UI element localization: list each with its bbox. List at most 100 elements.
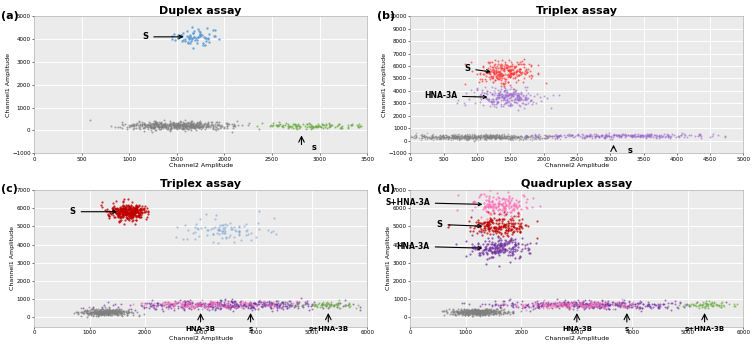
Point [483, 96, 495, 102]
Point [507, 70, 519, 76]
Point [166, 126, 178, 132]
Point [423, 134, 435, 139]
Point [94, 308, 106, 314]
Point [508, 221, 520, 227]
Point [223, 305, 235, 310]
Point [496, 301, 508, 306]
Point [468, 309, 480, 315]
Point [456, 134, 468, 139]
Point [505, 226, 517, 231]
Point [118, 197, 130, 202]
Point [463, 228, 476, 234]
Point [485, 245, 497, 251]
Point [193, 234, 205, 239]
Point [492, 100, 504, 105]
Point [503, 92, 515, 97]
Point [683, 303, 696, 309]
Point [600, 133, 612, 138]
Point [176, 121, 188, 127]
Point [506, 91, 518, 97]
Point [656, 301, 668, 307]
Point [504, 71, 516, 77]
Point [100, 306, 112, 312]
Point [476, 310, 488, 315]
Point [452, 309, 464, 314]
Point [519, 136, 531, 142]
Point [81, 310, 93, 315]
Point [499, 248, 511, 253]
Point [540, 300, 552, 305]
Point [465, 135, 477, 141]
Point [416, 133, 428, 139]
Point [102, 310, 114, 315]
Point [110, 310, 122, 315]
Point [288, 121, 300, 127]
Point [455, 136, 467, 141]
Point [438, 308, 451, 314]
Point [532, 302, 544, 307]
Point [521, 69, 533, 74]
Point [212, 227, 225, 233]
Point [494, 62, 507, 68]
Point [130, 213, 142, 219]
Point [634, 308, 646, 314]
Point [511, 93, 523, 99]
Point [476, 311, 488, 316]
Point [127, 210, 139, 215]
Point [119, 217, 132, 223]
Point [463, 302, 475, 307]
Point [94, 311, 107, 316]
Point [507, 134, 519, 140]
Point [641, 303, 653, 309]
Point [214, 301, 226, 307]
Point [491, 76, 503, 81]
Point [301, 121, 313, 127]
Point [531, 135, 544, 140]
Point [144, 302, 156, 307]
Point [103, 213, 115, 219]
Point [175, 126, 187, 132]
Point [545, 301, 557, 306]
Point [323, 304, 335, 310]
Point [518, 135, 530, 141]
Point [213, 122, 225, 128]
Point [587, 303, 600, 308]
Point [449, 312, 461, 317]
Point [505, 246, 517, 252]
Point [206, 300, 218, 306]
Point [629, 134, 641, 140]
Point [593, 299, 605, 305]
Point [469, 134, 482, 139]
Point [464, 251, 476, 256]
Point [179, 304, 191, 310]
Point [237, 299, 249, 305]
Point [291, 301, 303, 306]
Point [111, 211, 123, 217]
Point [162, 299, 174, 304]
Point [135, 214, 147, 220]
Point [196, 304, 208, 309]
Point [220, 235, 232, 241]
Point [484, 135, 496, 141]
Point [479, 246, 491, 252]
Point [497, 310, 510, 315]
Point [520, 134, 532, 139]
Point [228, 234, 240, 240]
Point [650, 135, 662, 141]
Point [175, 122, 187, 128]
Point [482, 220, 494, 225]
Point [207, 239, 219, 244]
Point [476, 301, 488, 307]
Point [177, 305, 189, 311]
Point [111, 210, 123, 216]
Point [482, 203, 494, 209]
Point [493, 136, 505, 141]
Point [253, 221, 265, 226]
Point [125, 203, 138, 208]
Point [311, 124, 323, 129]
Point [495, 135, 507, 140]
Point [615, 299, 627, 305]
Point [141, 301, 153, 306]
Point [442, 134, 454, 139]
Point [627, 133, 640, 138]
